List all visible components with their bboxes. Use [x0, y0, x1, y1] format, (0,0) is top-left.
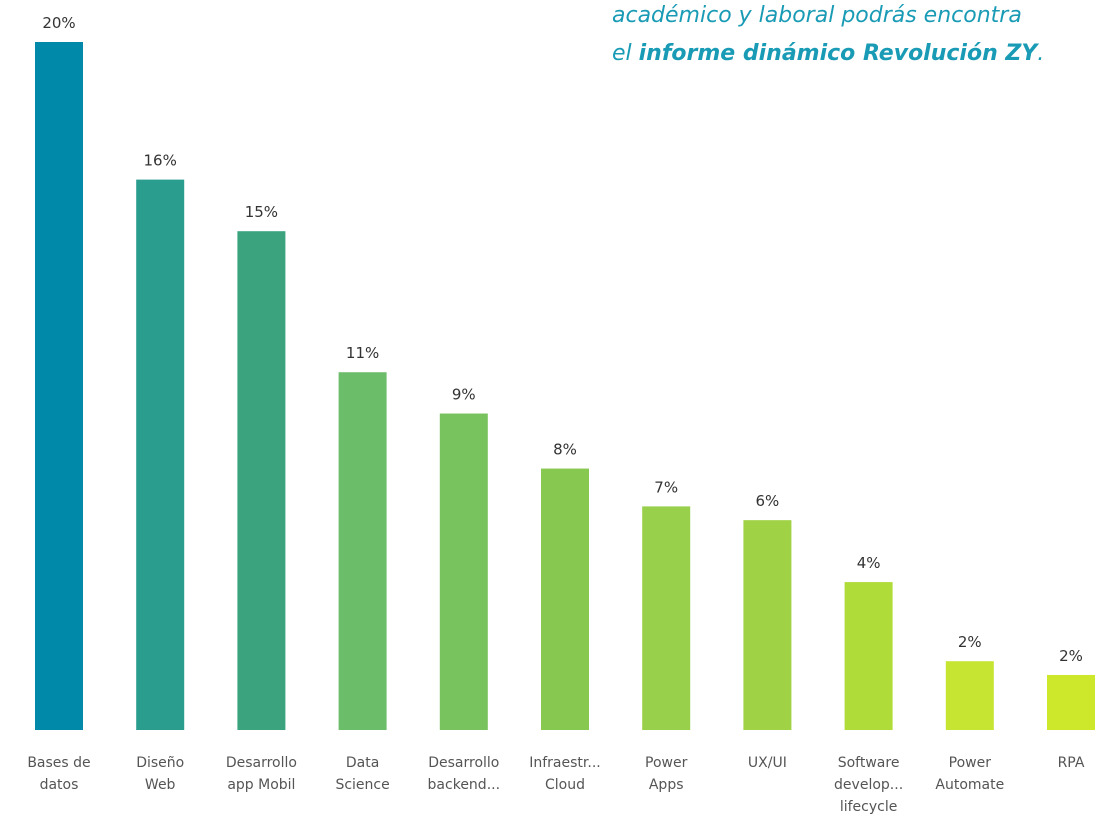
x-tick-label: lifecycle	[840, 799, 898, 815]
bar	[439, 413, 488, 730]
x-tick-label: Power	[645, 755, 688, 771]
data-label: 7%	[654, 478, 678, 496]
bar	[743, 520, 792, 730]
x-tick-label: Automate	[935, 777, 1004, 793]
data-label: 16%	[144, 152, 177, 170]
x-tick-label: UX/UI	[748, 755, 787, 771]
x-tick-label: Cloud	[545, 777, 585, 793]
bar	[1047, 674, 1095, 730]
data-label: 2%	[958, 633, 982, 651]
x-tick-label: Bases de	[27, 755, 90, 771]
bar	[35, 42, 83, 730]
bar	[338, 372, 387, 730]
data-label: 4%	[857, 554, 881, 572]
data-label: 9%	[452, 386, 476, 404]
bar	[642, 506, 691, 730]
annotation-text: .	[1037, 41, 1044, 66]
x-tick-label: Apps	[649, 777, 684, 793]
bar	[237, 231, 286, 730]
annotation: académico y laboral podrás encontra	[612, 3, 1022, 28]
bar	[844, 582, 893, 730]
x-tick-label: Data	[346, 755, 379, 771]
x-tick-label: Diseño	[136, 755, 184, 771]
x-tick-label: Infraestr...	[529, 755, 600, 771]
data-label: 15%	[245, 203, 278, 221]
x-tick-label: app Mobil	[227, 777, 295, 793]
bar	[136, 179, 185, 731]
x-tick-label: Power	[949, 755, 992, 771]
x-tick-label: backend...	[428, 777, 501, 793]
data-label: 8%	[553, 441, 577, 459]
x-tick-label: Web	[145, 777, 176, 793]
x-tick-label: Science	[335, 777, 389, 793]
x-tick-label: Desarrollo	[226, 755, 297, 771]
data-label: 11%	[346, 344, 379, 362]
x-tick-label: Software	[838, 755, 900, 771]
x-tick-label: develop...	[834, 777, 903, 793]
bar	[541, 468, 589, 730]
x-tick-label: Desarrollo	[428, 755, 499, 771]
data-label: 20%	[42, 14, 75, 32]
annotation-emphasis: informe dinámico Revolución ZY	[639, 41, 1040, 66]
data-label: 2%	[1059, 647, 1083, 665]
x-tick-label: RPA	[1058, 755, 1085, 771]
bar	[945, 661, 994, 730]
annotation-text: el	[612, 41, 639, 66]
x-tick-label: datos	[40, 777, 79, 793]
data-label: 6%	[756, 492, 780, 510]
annotation: el informe dinámico Revolución ZY.	[612, 41, 1044, 66]
